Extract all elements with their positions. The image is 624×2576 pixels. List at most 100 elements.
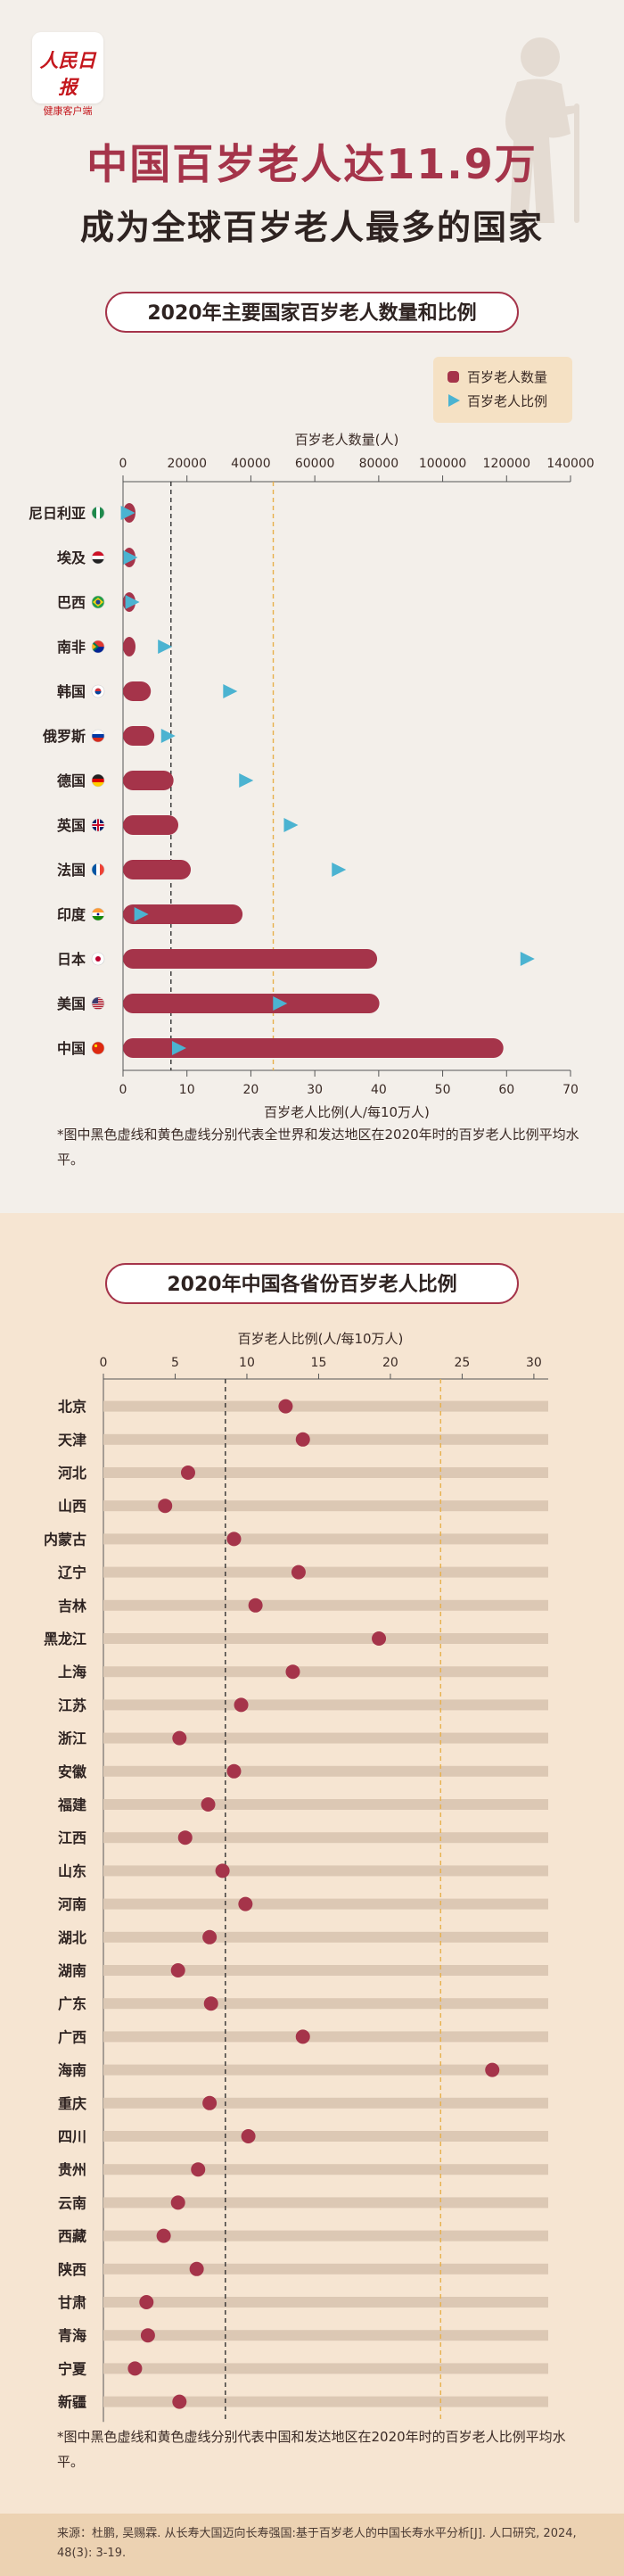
province-dot [248,1598,263,1613]
flag-stripe [92,779,104,782]
flag-stripe [92,559,104,564]
province-label: 天津 [58,1432,86,1449]
country-row: 中国 [57,1038,504,1058]
section-provinces: 2020年中国各省份百岁老人比例 百岁老人比例(人/每10万人) 0 5 10 15 20… [0,1213,624,2514]
flag-cross [97,819,99,831]
province-dot [291,1565,306,1580]
province-dot [189,2261,204,2276]
ratio-marker [171,1041,186,1055]
flag-body [92,953,104,965]
province-label: 江苏 [58,1697,86,1713]
flag-in-icon [91,907,105,921]
flag-border [91,506,105,520]
province-tick-label: 10 [239,1356,255,1370]
province-track [103,1832,548,1844]
province-row: 广东 [58,1995,548,2012]
province-track [103,1931,548,1943]
country-label: 韩国 [57,683,86,700]
flag-stripe [92,1008,104,1010]
ratio-marker [160,729,176,743]
legend-ratio-label: 百岁老人比例 [467,393,547,409]
province-track [103,2031,548,2043]
province-track [103,2164,548,2176]
province-dot [170,1963,185,1977]
top-axis-label: 百岁老人数量(人) [295,432,399,448]
province-dot [202,1929,218,1944]
flag-star [94,1044,98,1048]
province-track [103,1467,548,1478]
bottom-tick-label: 60 [498,1083,514,1097]
ratio-marker [283,818,299,832]
flag-border [91,729,105,743]
province-dot [295,2029,310,2044]
count-bar [123,726,155,746]
ratio-marker [273,996,288,1011]
province-label: 吉林 [58,1598,86,1614]
province-track [103,1898,548,1910]
legend-bar-label: 百岁老人数量 [467,369,547,385]
flag-body [92,863,104,876]
province-row: 重庆 [58,2095,548,2112]
count-bar [123,637,135,656]
bottom-tick-label: 70 [562,1083,579,1097]
flag-body [92,551,104,564]
top-tick-label: 40000 [231,457,271,471]
province-row: 上海 [58,1664,548,1680]
province-label: 陕西 [58,2261,86,2278]
province-dot [170,2195,185,2210]
flag-stripe [92,647,104,653]
count-bar [123,949,378,969]
province-track [103,2363,548,2374]
province-dot [180,1466,195,1480]
province-tick-label: 15 [311,1356,327,1370]
flag-jp-icon [91,952,105,966]
flag-de-icon [91,773,105,788]
flag-stripe [92,863,96,876]
province-row: 福建 [57,1796,548,1813]
province-track [103,2297,548,2308]
province-chart: 百岁老人比例(人/每10万人) 0 5 10 15 20 25 30 北京天津河北山西内蒙古辽宁… [44,1331,548,2423]
flag-stripe [92,507,96,519]
province-dot [278,1399,293,1414]
province-label: 四川 [58,2128,86,2145]
province-row: 天津 [58,1432,548,1449]
flag-border [91,818,105,832]
top-tick-label: 140000 [546,457,594,471]
province-label: 湖北 [58,1929,86,1946]
province-row: 湖南 [58,1962,548,1979]
flag-stripe [92,916,104,921]
province-row: 甘肃 [58,2294,548,2311]
country-row: 印度 [57,904,243,924]
province-label: 北京 [58,1399,86,1416]
top-tick-label: 20000 [167,457,207,471]
province-label: 黑龙江 [44,1631,86,1647]
flag-stripe [96,863,100,876]
province-row: 青海 [58,2327,548,2344]
province-row: 新疆 [58,2394,548,2411]
top-tick-label: 80000 [359,457,399,471]
province-label: 山东 [58,1862,86,1879]
province-label: 重庆 [58,2095,86,2112]
province-row: 内蒙古 [44,1531,548,1548]
ratio-marker [520,952,535,966]
province-label: 湖南 [58,1962,86,1979]
country-row: 韩国 [57,681,238,701]
province-dot [158,1499,173,1514]
flag-stripe [92,551,104,556]
count-bar [123,994,380,1013]
bottom-axis-label: 百岁老人比例(人/每10万人) [264,1104,430,1120]
logo: 人民日报 健康客户端 [32,32,103,117]
flag-border [91,996,105,1011]
flag-stripe [100,863,104,876]
country-row: 俄罗斯 [42,726,176,746]
province-label: 山西 [58,1498,86,1515]
province-label: 新疆 [58,2394,86,2411]
count-bar [123,681,152,701]
flag-body [92,730,104,742]
bottom-tick-label: 30 [307,1083,323,1097]
province-row: 江西 [58,1829,548,1846]
province-label: 河北 [58,1465,86,1482]
province-track [103,2097,548,2109]
province-dot [226,1763,242,1779]
province-row: 广西 [58,2028,548,2045]
